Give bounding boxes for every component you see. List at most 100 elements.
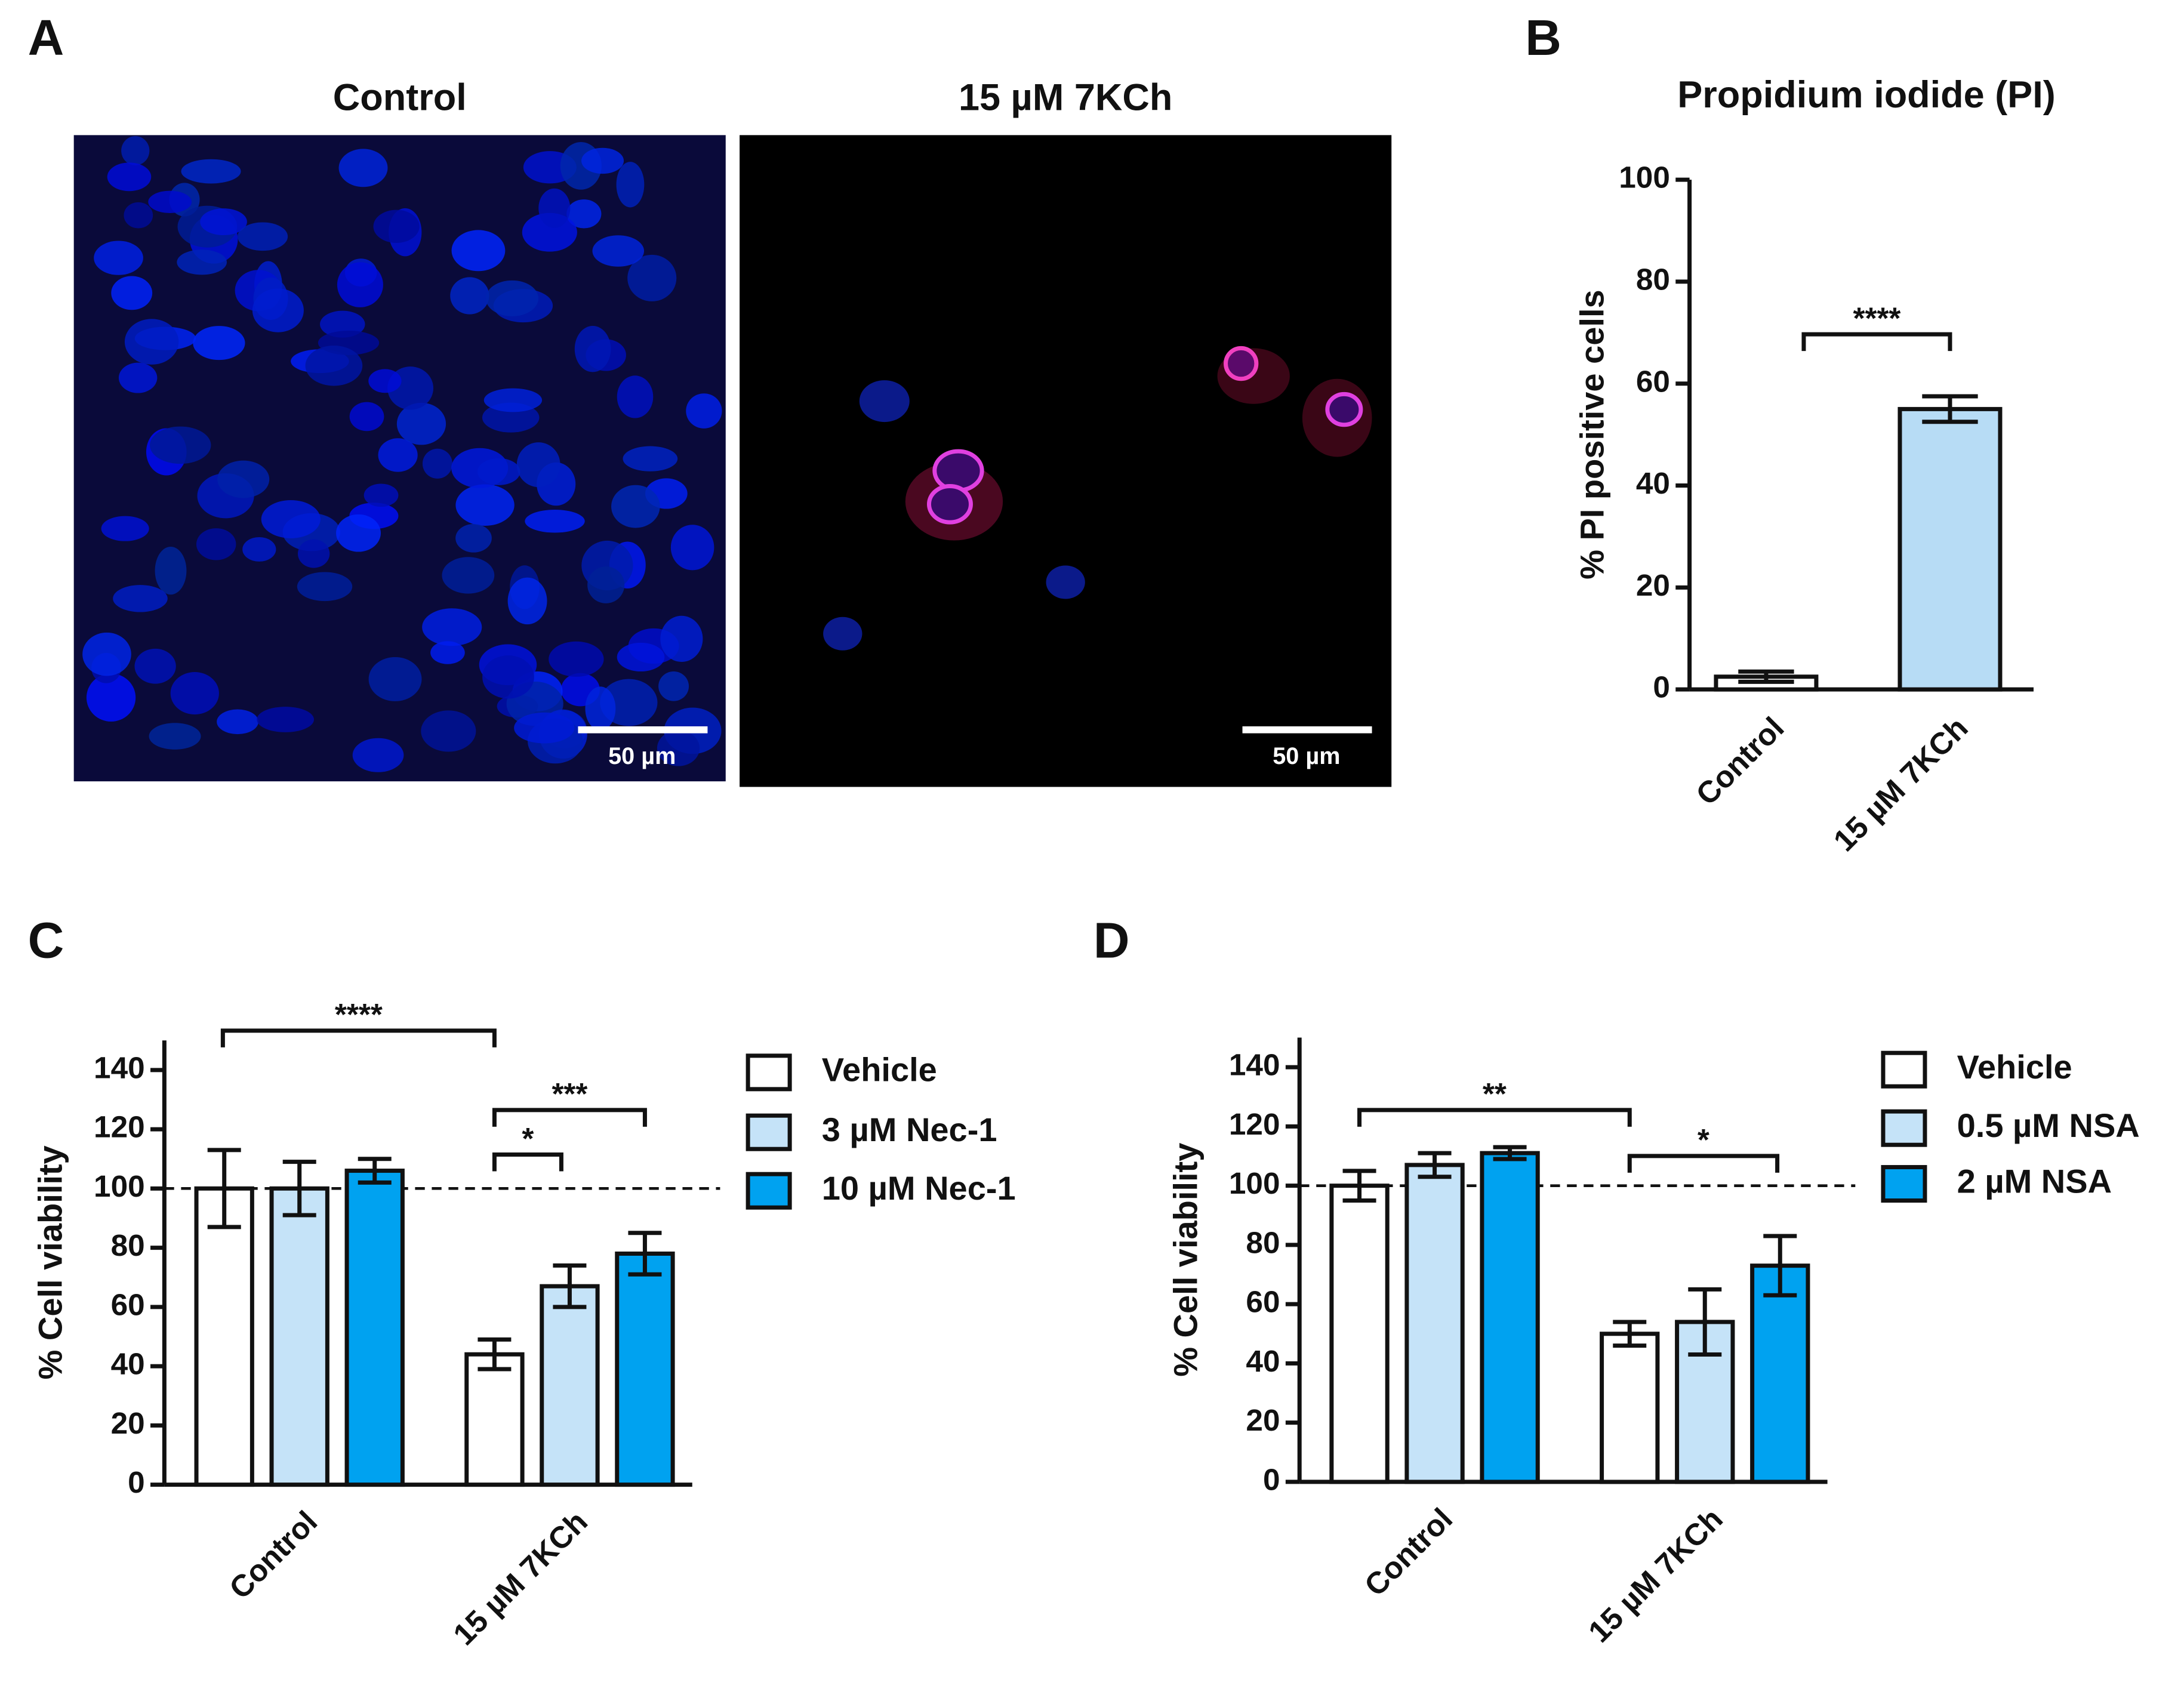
y-tick-label: 20 [1246,1403,1280,1437]
cell [124,202,153,229]
cell [549,641,604,677]
cell [148,190,192,214]
cell [261,500,321,538]
cell [686,393,722,429]
panel-label: A [28,10,64,66]
cells [82,136,722,772]
panel-label: C [28,912,64,968]
bar [1404,1163,1465,1484]
cell [516,442,560,488]
cell [364,483,399,507]
x-tick-label: 15 µM 7KCh [1827,711,1974,858]
significance-bracket [492,1108,647,1127]
y-tick-label: 60 [111,1287,145,1321]
cell [587,566,625,603]
cell [482,655,534,699]
bar [464,1352,525,1487]
y-tick-label: 100 [1619,161,1670,195]
cell [349,402,384,432]
cell [507,577,547,625]
cell [101,516,149,541]
error-bar [1688,1287,1722,1357]
y-tick-label: 140 [94,1050,145,1084]
cell [455,484,515,526]
chart-title: Propidium iodide (PI) [1677,74,2055,116]
cell [422,608,482,646]
y-tick-label: 100 [1229,1166,1280,1200]
legend-label: Vehicle [1957,1048,2072,1086]
significance-label: **** [1853,301,1901,335]
y-tick-label: 60 [1636,364,1670,398]
error-bar [1613,1320,1647,1348]
cell [149,723,201,750]
bar [1750,1263,1810,1484]
cells [823,346,1372,651]
bar [344,1169,405,1487]
cell [574,326,611,372]
legend-swatch [1881,1050,1927,1089]
y-tick-label: 20 [1636,568,1670,602]
cell [660,615,703,662]
cell [611,485,660,528]
cell [196,528,236,560]
legend-label: 10 µM Nec-1 [822,1169,1016,1207]
cell [396,402,446,445]
y-tick-label: 60 [1246,1285,1280,1319]
error-bar [207,1148,241,1229]
cell [627,254,677,301]
cell [657,730,700,766]
cell [297,572,353,602]
cell [121,136,150,165]
cell [217,709,258,735]
cell [823,617,862,651]
scale-label: 50 µm [1273,743,1340,769]
cell [86,673,136,722]
cell [238,222,288,251]
error-bar [1922,394,1978,424]
cell [107,162,152,192]
error-bar [1738,669,1794,684]
error-bar [628,1231,662,1277]
cell [177,249,227,275]
cell [658,671,689,701]
y-tick-label: 20 [111,1406,145,1440]
legend-label: Vehicle [822,1051,937,1089]
cell [455,523,492,553]
nucleus [926,483,973,525]
cell [257,707,315,732]
y-tick-label: 120 [94,1110,145,1144]
y-tick-label: 40 [1636,466,1670,500]
cell [592,235,645,267]
cell [525,510,585,533]
cell [150,426,211,464]
error-bar [553,1263,587,1309]
error-bar [1763,1234,1797,1298]
cell [421,710,476,752]
cell [337,262,383,307]
nucleus [1325,392,1363,427]
error-bar [358,1157,392,1185]
cell [111,276,153,310]
nucleus [932,449,984,492]
y-tick-label: 80 [1246,1225,1280,1259]
legend-swatch [1881,1165,1927,1203]
bar [540,1284,600,1487]
cell [581,147,624,174]
image-title: 15 µM 7KCh [959,77,1172,119]
significance-label: * [522,1121,534,1155]
cell [485,280,539,316]
cell [170,672,219,715]
significance-bracket [1801,332,1952,352]
micrograph [740,135,1392,787]
cell [623,446,678,471]
cell [200,208,247,236]
legend-swatch [1881,1109,1927,1147]
bar [1480,1151,1540,1484]
bar [269,1186,329,1487]
cell [1046,565,1085,599]
cell [94,241,143,275]
bar [1897,406,2003,692]
y-tick-label: 120 [1229,1107,1280,1141]
y-tick-label: 80 [111,1228,145,1262]
error-bar [282,1160,316,1218]
